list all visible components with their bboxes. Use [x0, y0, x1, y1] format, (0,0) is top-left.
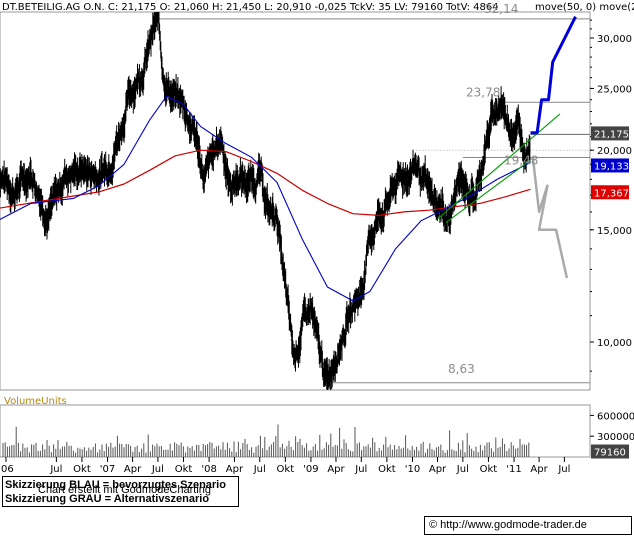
volume-tag: [591, 444, 629, 459]
x-tick-label: Jul: [253, 464, 266, 475]
y-axis-ticks: 30,000 25,000 20,000 15,000 10,000: [590, 19, 632, 372]
x-tick-label: Okt: [73, 464, 91, 475]
level-label: 19,48: [504, 153, 538, 167]
x-tick-label: '07: [100, 464, 115, 475]
x-tick-label: Okt: [378, 464, 396, 475]
volume-bar-set: [2, 424, 530, 457]
copyright-icon: ©: [429, 519, 438, 531]
y-tick-label: 15,000: [597, 226, 632, 237]
chart-header: DT.BETEILIG.AG O.N. C: 21,175 O: 21,060 …: [2, 2, 499, 13]
y-tick-label: 20,000: [597, 146, 632, 157]
price-tag-label: 17,367: [594, 188, 629, 199]
price-tag-label: 19,133: [594, 161, 629, 172]
x-tick-label: Jul: [354, 464, 367, 475]
legend-blue: Skizzierung BLAU = bevorzugtes Szenario: [5, 479, 226, 491]
price-tag: [591, 185, 629, 200]
trendlines: [437, 113, 561, 223]
x-tick-label: Apr: [429, 464, 447, 475]
scenario-blue-path: [530, 16, 577, 135]
y-tick-label: 30,000: [597, 34, 632, 45]
volume-label: VolumeUnits: [4, 396, 67, 407]
x-tick-label: Apr: [226, 464, 244, 475]
level-label: 8,63: [448, 362, 475, 376]
price-panel: [0, 11, 591, 391]
volume-bars: [2, 424, 530, 457]
x-tick-label: Apr: [124, 464, 142, 475]
ma-legend: move(50, 0) move(200, 0): [535, 2, 634, 13]
volume-ticks: 600000 300000 79160: [590, 411, 634, 459]
volume-tick-label: 600000: [597, 411, 634, 422]
trendline: [437, 113, 561, 220]
price-tags: 21,175 19,133 17,367: [591, 126, 629, 200]
volume-tag-label: 79160: [594, 448, 626, 459]
scenario-sketches: [530, 16, 577, 279]
x-tick-label: Apr: [327, 464, 345, 475]
x-axis-ticks: '06 Jul Okt '07 Apr Jul Okt '08 Apr Jul Okt '09 Apr J…: [0, 457, 570, 475]
scenario-legend: Skizzierung BLAU = bevorzugtes Szenario …: [2, 476, 239, 507]
x-tick-label: '09: [303, 464, 318, 475]
trendline: [445, 159, 531, 223]
x-tick-label: '10: [405, 464, 420, 475]
price-series: [0, 12, 531, 390]
price-tag: [591, 158, 629, 173]
ma50-line: [0, 95, 531, 302]
x-tick-label: Okt: [480, 464, 498, 475]
x-tick-label: Jul: [557, 464, 570, 475]
y-tick-label: 10,000: [597, 338, 632, 349]
price-tag-label: 21,175: [594, 129, 629, 140]
price-tag: [591, 126, 629, 141]
x-tick-label: '06: [0, 464, 14, 475]
level-label: 23,78: [466, 85, 500, 99]
volume-tick-label: 300000: [597, 432, 634, 443]
y-tick-label: 25,000: [597, 84, 632, 95]
credit-text: Chart erstellt mit GodmodeCharting: [38, 484, 212, 496]
x-tick-label: Apr: [530, 464, 548, 475]
source-link[interactable]: © http://www.godmode-trader.de: [424, 516, 632, 535]
x-tick-label: '08: [201, 464, 216, 475]
x-tick-label: Okt: [175, 464, 193, 475]
x-tick-label: Okt: [277, 464, 295, 475]
price-bars: [0, 12, 531, 390]
source-url: http://www.godmode-trader.de: [440, 519, 587, 531]
volume-panel: [0, 404, 591, 458]
x-tick-label: Jul: [49, 464, 62, 475]
x-tick-label: '11: [506, 464, 521, 475]
x-tick-label: Jul: [151, 464, 164, 475]
level-labels: 32,14 23,78 19,48 8,63: [448, 2, 538, 376]
level-label: 32,14: [484, 2, 518, 16]
scenario-gray-path: [530, 157, 569, 279]
x-tick-label: Jul: [456, 464, 469, 475]
legend-gray: Skizzierung GRAU = Alternativszenario: [5, 493, 210, 505]
